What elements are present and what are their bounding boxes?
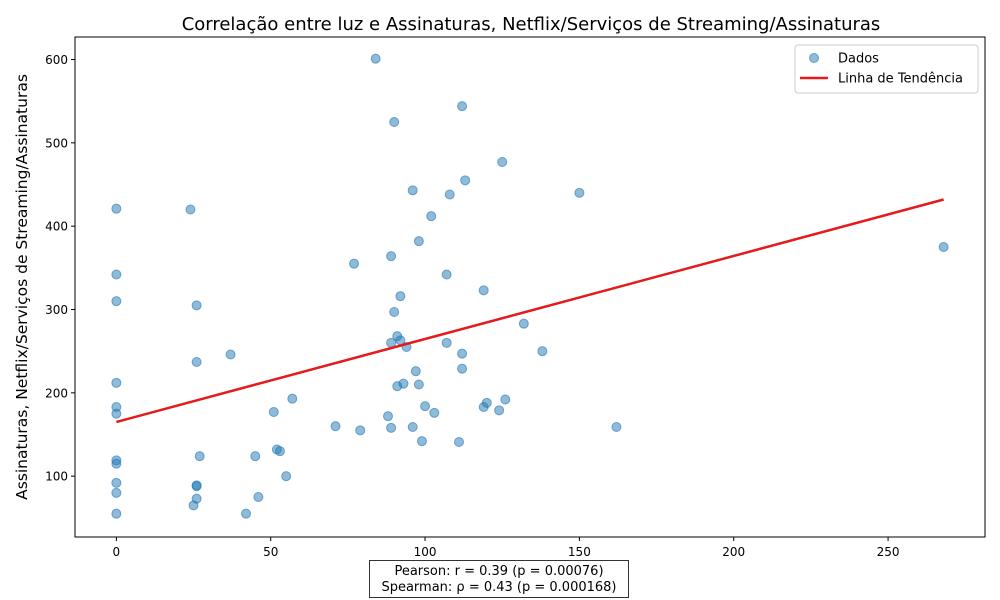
data-point <box>349 258 360 269</box>
data-point <box>416 436 427 447</box>
data-points <box>111 53 949 519</box>
data-point <box>370 53 381 64</box>
data-point <box>410 366 421 377</box>
x-tick-label: 200 <box>722 545 745 559</box>
data-point <box>500 394 511 405</box>
data-point <box>268 407 279 417</box>
y-tick-label: 300 <box>45 303 68 317</box>
data-point <box>574 187 585 198</box>
trend-line <box>116 198 944 424</box>
data-point <box>191 300 202 311</box>
data-point <box>494 405 505 416</box>
data-point <box>111 377 122 388</box>
chart-title: Correlação entre luz e Assinaturas, Netf… <box>182 14 881 35</box>
data-point <box>398 378 409 389</box>
data-point <box>518 318 529 329</box>
legend-frame <box>794 44 979 94</box>
axes-frame <box>74 36 986 538</box>
legend-dot-marker <box>809 53 819 63</box>
legend-label-trend: Linha de Tendência <box>838 72 963 87</box>
y-tick-label: 600 <box>45 53 68 67</box>
y-tick-label: 400 <box>45 220 68 234</box>
data-point <box>355 425 366 436</box>
data-point <box>330 421 341 432</box>
data-point <box>191 493 202 504</box>
spearman-annotation: Spearman: ρ = 0.43 (p = 0.000168) <box>381 580 617 595</box>
data-point <box>383 411 394 422</box>
data-point <box>407 185 418 196</box>
data-point <box>274 446 285 457</box>
data-point <box>386 422 397 433</box>
pearson-annotation: Pearson: r = 0.39 (p = 0.00076) <box>394 564 604 579</box>
data-point <box>281 471 292 482</box>
y-tick-label: 500 <box>45 136 68 150</box>
plot-area: 0 50 100 150 200 250 100 200 300 400 500 600 <box>45 36 986 559</box>
data-point <box>420 401 431 412</box>
data-point <box>111 458 122 469</box>
y-tick-label: 100 <box>45 470 68 484</box>
y-tick-label: 200 <box>45 386 68 400</box>
data-point <box>938 242 949 252</box>
data-point <box>441 269 452 280</box>
data-point <box>444 189 455 200</box>
x-tick-label: 150 <box>568 545 591 559</box>
data-point <box>111 203 122 214</box>
data-point <box>194 451 205 462</box>
data-point <box>457 363 468 374</box>
data-point <box>241 508 252 519</box>
legend-label-dados: Dados <box>838 52 879 67</box>
x-tick-label: 100 <box>414 545 437 559</box>
data-point <box>537 346 548 357</box>
data-point <box>460 175 471 186</box>
data-point <box>111 408 122 419</box>
data-point <box>478 285 489 296</box>
data-point <box>386 251 397 262</box>
axis-ticks: 0 50 100 150 200 250 100 200 300 400 500 600 <box>45 53 899 559</box>
data-point <box>111 508 122 519</box>
data-point <box>250 451 261 462</box>
data-point <box>497 157 508 167</box>
correlation-stats-box: Pearson: r = 0.39 (p = 0.00076) Spearman… <box>369 560 629 598</box>
data-point <box>429 407 440 418</box>
data-point <box>407 422 418 432</box>
data-point <box>426 211 437 222</box>
data-point <box>457 101 468 112</box>
data-point <box>287 393 298 404</box>
x-tick-label: 250 <box>877 545 900 559</box>
data-point <box>454 437 465 447</box>
data-point <box>611 422 622 432</box>
data-point <box>111 477 122 488</box>
data-point <box>395 291 406 302</box>
data-point <box>441 337 452 348</box>
data-point <box>185 204 196 215</box>
data-point <box>191 480 202 491</box>
x-tick-label: 0 <box>113 545 121 559</box>
data-point <box>111 487 122 498</box>
data-point <box>457 348 468 359</box>
data-point <box>111 296 122 307</box>
data-point <box>481 397 492 408</box>
data-point <box>413 236 424 247</box>
x-tick-label: 50 <box>263 545 278 559</box>
data-point <box>253 492 264 502</box>
data-point <box>389 117 400 127</box>
y-axis-label: Assinaturas, Netflix/Serviços de Streami… <box>13 74 31 500</box>
data-point <box>111 269 122 280</box>
data-point <box>413 379 424 390</box>
data-point <box>389 307 400 317</box>
legend: Dados Linha de Tendência <box>794 44 979 94</box>
data-point <box>191 357 202 367</box>
data-point <box>225 349 236 360</box>
